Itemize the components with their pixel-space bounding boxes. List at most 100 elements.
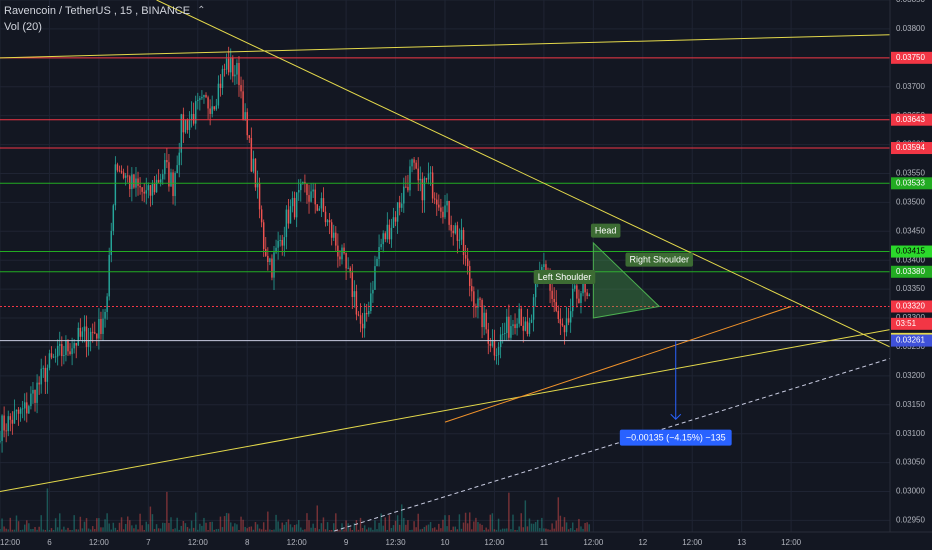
candle-body [63, 355, 65, 357]
time-tick-label: 10 [441, 538, 450, 547]
candle-body [232, 57, 234, 77]
volume-bar [306, 513, 308, 532]
volume-indicator-label: Vol (20) [4, 21, 42, 33]
volume-bar [547, 529, 549, 532]
volume-bar [532, 523, 535, 532]
time-tick-label: 7 [146, 538, 151, 547]
volume-bar [485, 527, 487, 532]
volume-bar [487, 529, 489, 532]
time-tick-label: 12:30 [386, 538, 407, 547]
candle-body [452, 230, 454, 234]
candle-body [89, 331, 92, 341]
volume-bar [493, 529, 496, 532]
candle-body [559, 318, 562, 324]
volume-bar [466, 523, 469, 532]
volume-bar [295, 524, 298, 532]
price-tag-bg [891, 317, 932, 330]
volume-bar [392, 525, 395, 532]
candle-body [427, 173, 430, 180]
volume-bar [110, 529, 112, 532]
candle-body [186, 119, 189, 130]
candle-body [281, 240, 283, 246]
volume-bar [227, 513, 230, 532]
candle-body [133, 174, 135, 188]
candle-body [370, 293, 372, 312]
pattern-label-text: Right Shoulder [629, 255, 689, 265]
volume-bar [46, 488, 49, 532]
candle-body [347, 267, 349, 269]
volume-bar [139, 513, 141, 532]
candle-body [429, 172, 432, 174]
volume-bar [1, 518, 3, 532]
candle-body [50, 353, 53, 358]
candle-body [75, 343, 77, 346]
candle-body [419, 178, 422, 181]
candle-body [42, 367, 44, 369]
candle-body [143, 191, 145, 194]
volume-row[interactable]: Vol (20) [4, 19, 205, 35]
time-tick-label: 8 [245, 538, 250, 547]
price-tick-label: 0.03150 [896, 400, 925, 409]
volume-bar [574, 529, 576, 532]
volume-bar [211, 521, 213, 532]
volume-bar [506, 528, 508, 532]
volume-bar [365, 529, 368, 532]
volume-bar [401, 504, 403, 532]
trendlines [0, 0, 891, 550]
candle-body [102, 318, 104, 334]
volume-bar [81, 528, 84, 532]
volume-bar [374, 520, 376, 532]
candle-body [141, 187, 143, 192]
volume-bar [541, 517, 543, 532]
volume-bar [174, 528, 176, 532]
time-tick-label: 12:00 [682, 538, 703, 547]
candle-body [528, 322, 531, 334]
volume-bar [561, 526, 564, 532]
volume-bar [205, 522, 207, 532]
candle-body [394, 217, 397, 222]
volume-bar [468, 512, 471, 532]
volume-bar [32, 528, 34, 532]
candle-body [343, 247, 345, 254]
volume-bar [3, 526, 5, 532]
volume-bar [287, 519, 290, 532]
candle-body [21, 408, 24, 410]
volume-bar [149, 506, 152, 532]
collapse-chevron-icon[interactable]: ⌃ [197, 5, 206, 16]
candle-body [483, 312, 485, 328]
candle-body [417, 168, 419, 181]
volume-bar [456, 529, 459, 532]
candle-body [192, 113, 195, 124]
candle-body [318, 208, 321, 211]
volume-bar [524, 500, 527, 532]
volume-bar [265, 529, 267, 532]
candle-body [565, 318, 568, 333]
volume-bar [415, 527, 417, 532]
volume-bar [586, 522, 588, 532]
volume-bar [254, 522, 257, 532]
volume-bar [584, 523, 586, 532]
price-range-measure: −0.00135 (−4.15%) −135 [619, 341, 732, 446]
price-tick-label: 0.03300 [896, 313, 925, 322]
candle-body [96, 333, 98, 339]
volume-bar [98, 518, 100, 532]
candle-body [413, 159, 415, 163]
volume-bar [157, 528, 160, 532]
volume-bar [520, 513, 522, 532]
candle-body [207, 97, 209, 109]
candle-body [407, 186, 409, 191]
pattern-label-text: Left Shoulder [538, 272, 592, 282]
candle-body [446, 200, 448, 206]
volume-bar [460, 528, 463, 532]
volume-bar [576, 528, 578, 532]
volume-bar [209, 521, 211, 532]
volume-bar [129, 520, 131, 532]
volume-bar [71, 529, 73, 532]
candle-body [328, 220, 331, 223]
symbol-row[interactable]: Ravencoin / TetherUS, 15, BINANCE ⌃ [4, 5, 206, 17]
candle-body [176, 165, 178, 174]
volume-bar [162, 522, 164, 532]
candle-body [271, 258, 273, 278]
time-tick-label: 12:00 [583, 538, 604, 547]
